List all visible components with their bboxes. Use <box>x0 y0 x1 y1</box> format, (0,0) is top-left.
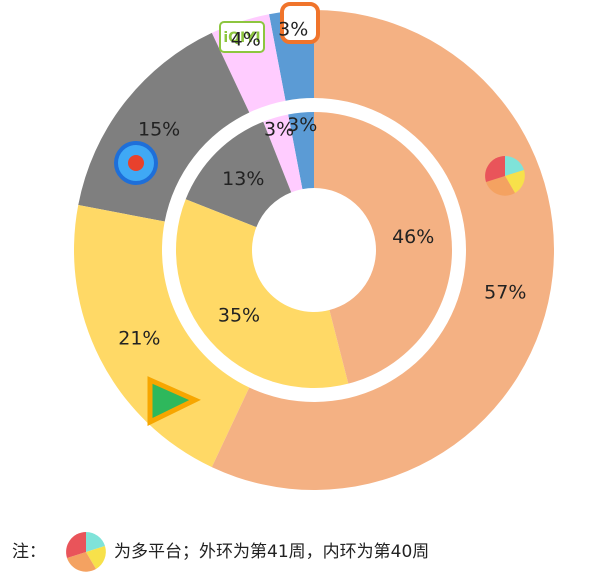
youku-icon-core <box>128 155 144 171</box>
donut-slice <box>263 114 303 193</box>
data-label: 15% <box>138 118 180 140</box>
iqiyi-icon <box>219 21 265 53</box>
data-label: 13% <box>222 168 264 190</box>
donut-slice <box>175 199 349 389</box>
data-label: 57% <box>484 281 526 303</box>
data-label: 4% <box>231 28 261 50</box>
data-label: 21% <box>118 327 160 349</box>
donut-slice <box>74 205 250 468</box>
iqiyi-icon-text: iQIYI <box>223 30 260 46</box>
donut-slice <box>288 112 314 190</box>
data-label: 3% <box>287 114 317 136</box>
data-label: 3% <box>264 118 294 140</box>
data-label: 35% <box>218 305 260 327</box>
multi-platform-icon <box>485 156 525 196</box>
data-label: 3% <box>278 18 308 40</box>
donut-slice <box>185 121 292 228</box>
platform-icons: iQIYI <box>114 2 525 427</box>
data-label: 46% <box>392 226 434 248</box>
tencent-icon <box>147 376 201 427</box>
donut-slice <box>314 112 453 384</box>
donut-slice <box>211 10 555 490</box>
note-prefix: 注： <box>12 542 46 562</box>
note-text: 为多平台；外环为第41周，内环为第40周 <box>114 542 429 562</box>
mgtv-icon <box>280 2 320 44</box>
note-icon <box>66 532 106 572</box>
